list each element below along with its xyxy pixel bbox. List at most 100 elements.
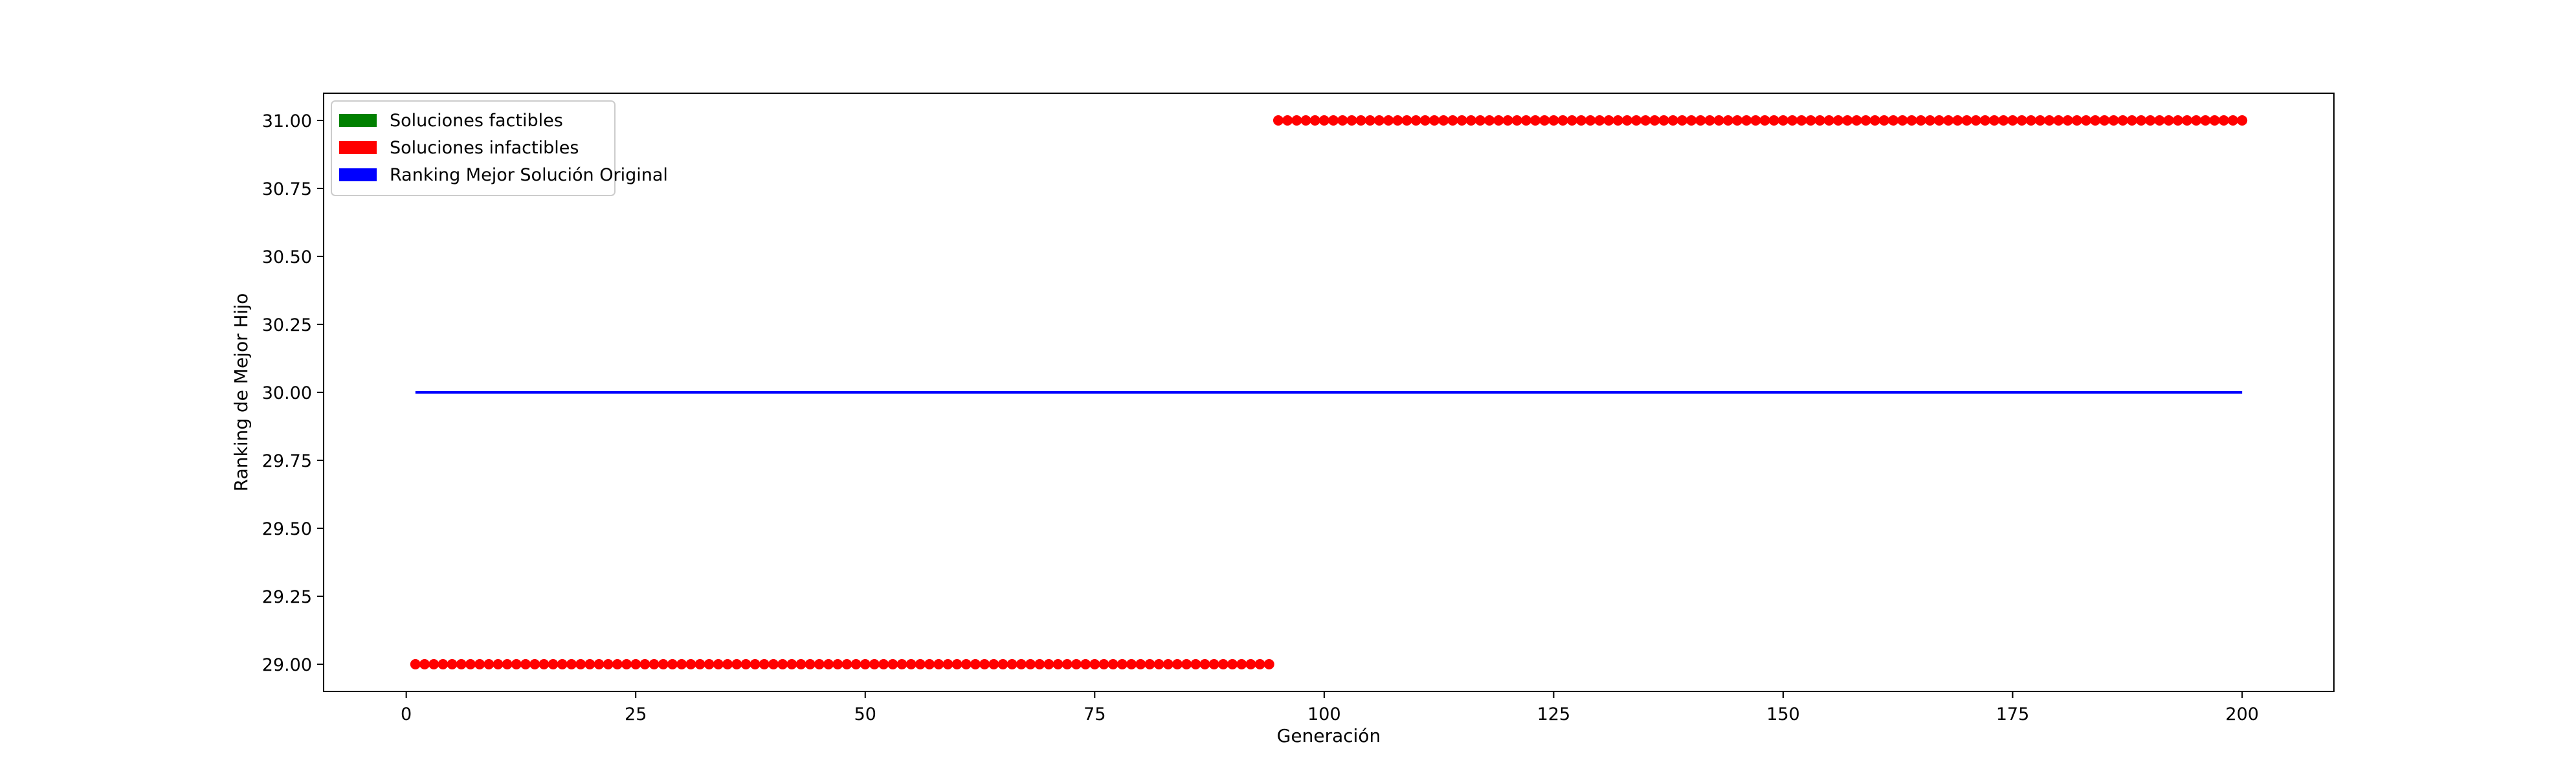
data-point-infeasible bbox=[1768, 115, 1779, 126]
data-point-infeasible bbox=[566, 659, 577, 669]
data-point-infeasible bbox=[438, 659, 449, 669]
data-point-infeasible bbox=[419, 659, 430, 669]
data-point-infeasible bbox=[2108, 115, 2119, 126]
y-tick-label: 30.00 bbox=[262, 383, 312, 403]
data-point-infeasible bbox=[1419, 115, 1430, 126]
data-point-infeasible bbox=[924, 659, 935, 669]
y-tick-label: 30.75 bbox=[262, 179, 312, 199]
data-point-infeasible bbox=[584, 659, 595, 669]
data-point-infeasible bbox=[1052, 659, 1063, 669]
data-point-infeasible bbox=[805, 659, 816, 669]
data-point-infeasible bbox=[777, 659, 788, 669]
data-point-infeasible bbox=[630, 659, 641, 669]
y-axis-label: Ranking de Mejor Hijo bbox=[230, 293, 252, 492]
data-point-infeasible bbox=[1456, 115, 1467, 126]
data-point-infeasible bbox=[676, 659, 687, 669]
data-point-infeasible bbox=[1401, 115, 1412, 126]
data-point-infeasible bbox=[667, 659, 678, 669]
data-point-infeasible bbox=[2044, 115, 2055, 126]
data-point-infeasible bbox=[2081, 115, 2092, 126]
data-point-infeasible bbox=[997, 659, 1008, 669]
data-point-infeasible bbox=[1631, 115, 1642, 126]
legend-swatch bbox=[339, 168, 377, 181]
data-point-infeasible bbox=[1511, 115, 1522, 126]
data-point-infeasible bbox=[1126, 659, 1137, 669]
data-point-infeasible bbox=[1814, 115, 1825, 126]
x-tick-label: 150 bbox=[1766, 704, 1800, 724]
data-point-infeasible bbox=[942, 659, 953, 669]
data-point-infeasible bbox=[1465, 115, 1476, 126]
data-point-infeasible bbox=[639, 659, 650, 669]
data-point-infeasible bbox=[823, 659, 834, 669]
data-point-infeasible bbox=[1732, 115, 1743, 126]
data-point-infeasible bbox=[960, 659, 972, 669]
data-point-infeasible bbox=[1530, 115, 1541, 126]
data-point-infeasible bbox=[483, 659, 494, 669]
data-point-infeasible bbox=[1135, 659, 1146, 669]
data-point-infeasible bbox=[1392, 115, 1403, 126]
data-point-infeasible bbox=[1980, 115, 1991, 126]
data-point-infeasible bbox=[1502, 115, 1513, 126]
legend-swatch bbox=[339, 141, 377, 154]
data-point-infeasible bbox=[1263, 659, 1274, 669]
data-point-infeasible bbox=[2016, 115, 2027, 126]
data-point-infeasible bbox=[493, 659, 504, 669]
data-point-infeasible bbox=[1493, 115, 1504, 126]
data-point-infeasible bbox=[1998, 115, 2009, 126]
y-tick-label: 30.50 bbox=[262, 247, 312, 267]
data-point-infeasible bbox=[2053, 115, 2064, 126]
data-point-infeasible bbox=[740, 659, 751, 669]
x-tick-label: 125 bbox=[1537, 704, 1571, 724]
data-point-infeasible bbox=[1778, 115, 1789, 126]
data-point-infeasible bbox=[1713, 115, 1724, 126]
data-point-infeasible bbox=[915, 659, 926, 669]
data-point-infeasible bbox=[2209, 115, 2220, 126]
data-point-infeasible bbox=[1566, 115, 1577, 126]
data-point-infeasible bbox=[447, 659, 458, 669]
data-point-infeasible bbox=[1741, 115, 1752, 126]
data-point-infeasible bbox=[832, 659, 843, 669]
data-point-infeasible bbox=[1787, 115, 1798, 126]
data-point-infeasible bbox=[1897, 115, 1908, 126]
data-point-infeasible bbox=[1153, 659, 1164, 669]
data-point-infeasible bbox=[2154, 115, 2165, 126]
data-point-infeasible bbox=[1107, 659, 1118, 669]
data-point-infeasible bbox=[979, 659, 990, 669]
data-point-infeasible bbox=[1282, 115, 1293, 126]
data-point-infeasible bbox=[1364, 115, 1375, 126]
data-point-infeasible bbox=[1750, 115, 1761, 126]
data-point-infeasible bbox=[1071, 659, 1082, 669]
data-point-infeasible bbox=[1915, 115, 1926, 126]
data-point-infeasible bbox=[1576, 115, 1587, 126]
data-point-infeasible bbox=[557, 659, 568, 669]
data-point-infeasible bbox=[1328, 115, 1339, 126]
data-point-infeasible bbox=[1438, 115, 1449, 126]
data-point-infeasible bbox=[1484, 115, 1495, 126]
data-point-infeasible bbox=[1621, 115, 1632, 126]
data-point-infeasible bbox=[1796, 115, 1807, 126]
data-point-infeasible bbox=[539, 659, 550, 669]
data-point-infeasible bbox=[2191, 115, 2202, 126]
data-point-infeasible bbox=[603, 659, 614, 669]
data-point-infeasible bbox=[548, 659, 559, 669]
data-point-infeasible bbox=[1649, 115, 1660, 126]
data-point-infeasible bbox=[2237, 115, 2248, 126]
data-point-infeasible bbox=[749, 659, 761, 669]
data-point-infeasible bbox=[1410, 115, 1421, 126]
data-point-infeasible bbox=[621, 659, 632, 669]
data-point-infeasible bbox=[2099, 115, 2110, 126]
data-point-infeasible bbox=[1254, 659, 1265, 669]
x-axis: 0 25 50 75 100 125 150 175 200 bbox=[401, 691, 2259, 724]
data-point-infeasible bbox=[795, 659, 806, 669]
data-point-infeasible bbox=[1860, 115, 1871, 126]
data-point-infeasible bbox=[529, 659, 540, 669]
data-point-infeasible bbox=[896, 659, 907, 669]
data-point-infeasible bbox=[2182, 115, 2193, 126]
data-point-infeasible bbox=[713, 659, 724, 669]
data-point-infeasible bbox=[1640, 115, 1651, 126]
data-point-infeasible bbox=[1805, 115, 1816, 126]
data-point-infeasible bbox=[1355, 115, 1366, 126]
data-point-infeasible bbox=[722, 659, 733, 669]
data-point-infeasible bbox=[887, 659, 898, 669]
data-point-infeasible bbox=[1603, 115, 1614, 126]
